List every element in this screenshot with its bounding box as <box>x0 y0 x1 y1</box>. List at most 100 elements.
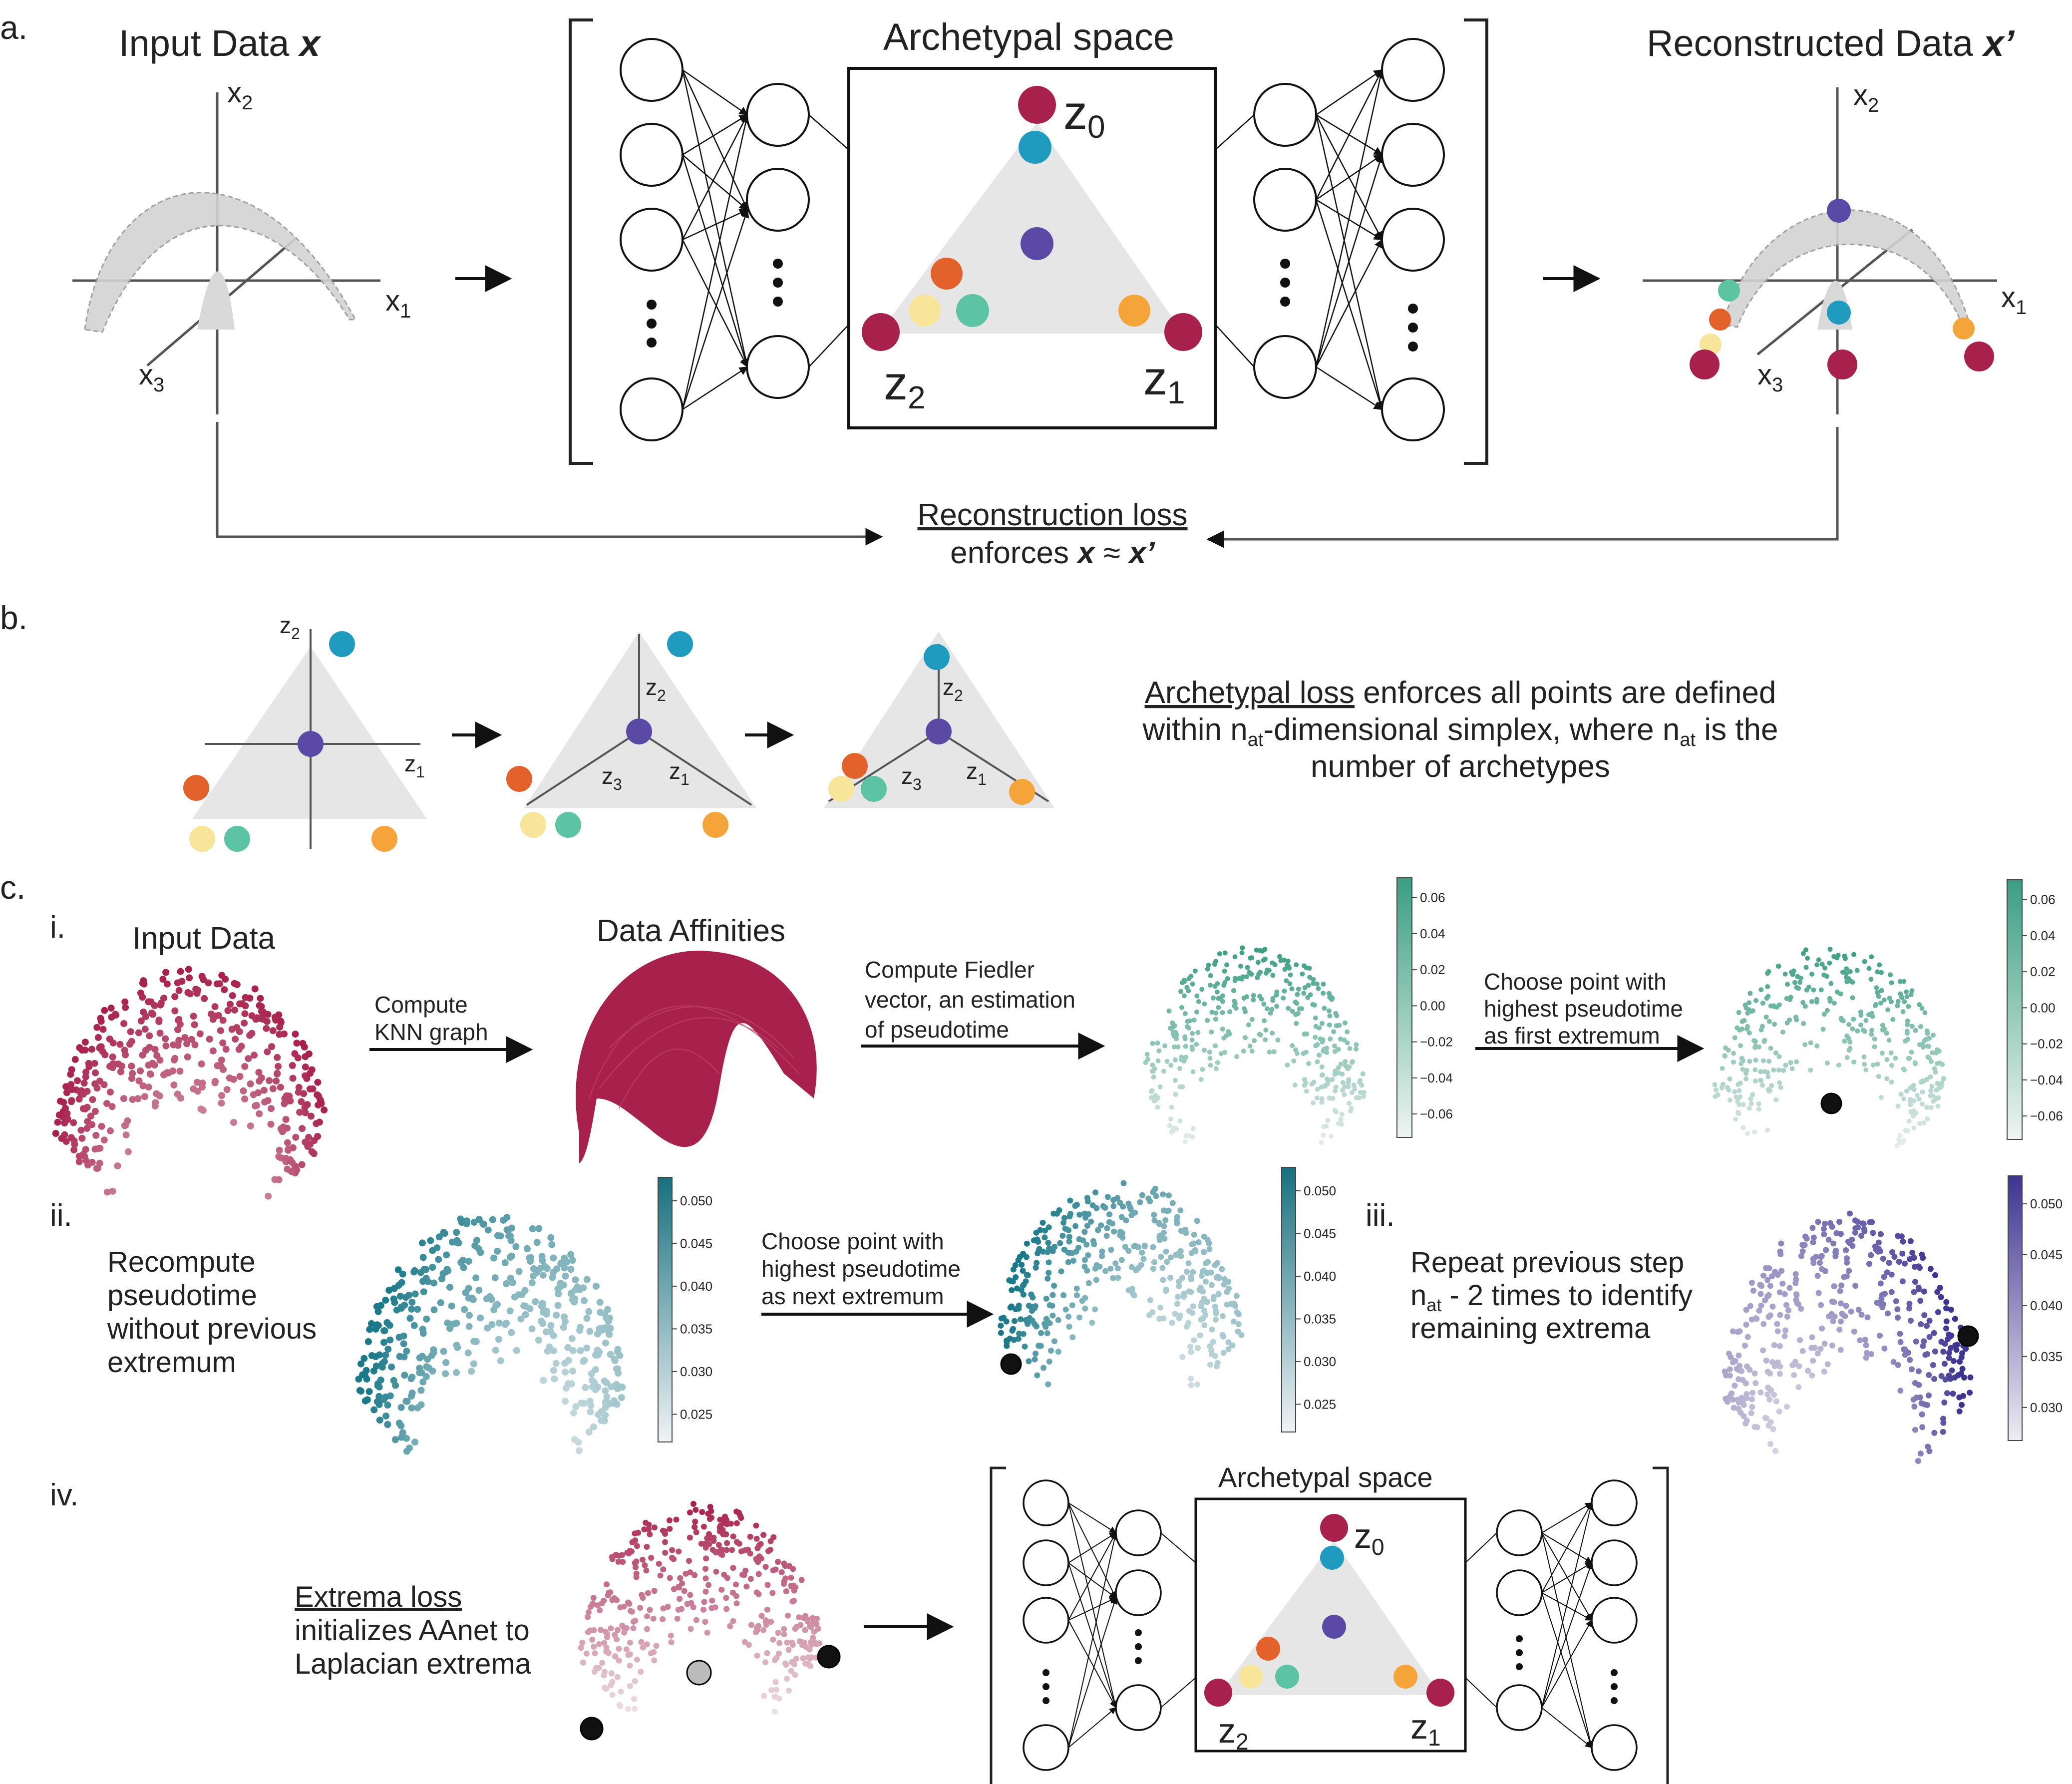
scatter-point <box>1748 1280 1755 1286</box>
scatter-point <box>1188 1289 1194 1295</box>
scatter-point <box>1949 1367 1955 1374</box>
scatter-point <box>614 1674 621 1680</box>
scatter-point <box>1286 1006 1291 1011</box>
scatter-point <box>626 1601 633 1607</box>
scatter-point <box>221 986 228 994</box>
scatter-point <box>1326 1008 1332 1014</box>
scatter-point <box>598 1327 605 1334</box>
scatter-point <box>1776 1409 1782 1415</box>
scatter-point <box>632 1678 638 1685</box>
scatter-point <box>1830 1240 1837 1247</box>
scatter-point <box>1728 1390 1735 1397</box>
scatter-point <box>400 1332 407 1340</box>
colorbar-tick-label: 0.040 <box>1304 1269 1336 1284</box>
scatter-point <box>1901 1096 1907 1102</box>
svg-text:Extrema loss: Extrema loss <box>295 1581 462 1613</box>
scatter-point <box>1032 1321 1037 1327</box>
scatter-point <box>1300 971 1305 977</box>
scatter-point <box>137 1017 145 1025</box>
scatter-point <box>1205 966 1210 972</box>
scatter-point <box>1347 1064 1352 1070</box>
scatter-point <box>1018 1316 1024 1323</box>
scatter-point <box>1768 1046 1773 1051</box>
scatter-point <box>1877 1333 1883 1339</box>
scatter-point <box>561 1398 569 1405</box>
scatter-point <box>1065 1227 1072 1233</box>
scatter-point <box>465 1258 472 1265</box>
scatter-point <box>1752 1039 1758 1044</box>
scatter-point <box>580 1284 587 1292</box>
colorbar-tick-label: 0.050 <box>680 1193 712 1208</box>
scatter-point <box>1908 1318 1914 1324</box>
scatter-point <box>1893 1056 1898 1061</box>
scatter-point <box>1940 1349 1947 1355</box>
scatter-point <box>475 1287 483 1294</box>
scatter-point <box>585 1428 593 1435</box>
scatter-point <box>590 1423 597 1430</box>
scatter-point <box>1919 1411 1925 1418</box>
colorbar-tick-label: −0.04 <box>2030 1072 2063 1087</box>
scatter-point <box>1122 1244 1128 1250</box>
scatter-input-data <box>52 966 328 1200</box>
scatter-point <box>408 1305 415 1313</box>
scatter-point <box>1019 1262 1025 1268</box>
colorbar-tick-label: 0.045 <box>680 1236 712 1251</box>
scatter-point <box>117 1068 124 1075</box>
scatter-point <box>1851 1017 1856 1022</box>
scatter-point <box>653 1643 660 1649</box>
data-affinities-label: Data Affinities <box>597 914 785 948</box>
scatter-point <box>301 1043 308 1051</box>
scatter-point <box>390 1285 398 1292</box>
scatter-point <box>135 1029 142 1037</box>
scatter-point <box>702 1544 709 1551</box>
scatter-point <box>1756 1044 1762 1050</box>
scatter-point <box>1159 1265 1166 1271</box>
point-orange <box>931 258 963 290</box>
scatter-point <box>1135 1265 1142 1271</box>
scatter-point <box>279 1128 286 1135</box>
scatter-point <box>1174 1214 1180 1220</box>
scatter-point <box>1336 1047 1341 1052</box>
scatter-point <box>229 992 236 1000</box>
scatter-point <box>276 1024 284 1031</box>
scatter-point <box>1909 1050 1914 1055</box>
scatter-point <box>1055 1349 1061 1355</box>
scatter-point <box>198 1060 205 1068</box>
encoder-network <box>620 38 849 441</box>
scatter-point <box>1752 1067 1758 1072</box>
scatter-point <box>713 1568 719 1575</box>
scatter-point <box>809 1615 816 1621</box>
scatter-point <box>1163 1286 1169 1293</box>
scatter-point <box>1830 1313 1836 1319</box>
scatter-point <box>1809 972 1814 977</box>
scatter-point <box>1236 976 1242 981</box>
colorbar-tick-label: 0.035 <box>2030 1349 2063 1364</box>
scatter-point <box>185 966 192 973</box>
scatter-point <box>716 1524 723 1530</box>
scatter-point <box>1799 1248 1806 1254</box>
scatter-point <box>715 1542 722 1548</box>
scatter-point <box>259 1016 267 1023</box>
scatter-point <box>550 1332 557 1340</box>
scatter-point <box>1938 1339 1945 1345</box>
scatter-point <box>667 1525 673 1532</box>
scatter-point <box>1912 1279 1918 1285</box>
scatter-point <box>292 1133 300 1141</box>
scatter-point <box>1188 1376 1194 1382</box>
scatter-point <box>1149 1309 1156 1316</box>
scatter-point <box>753 1522 759 1529</box>
scatter-point <box>490 1254 498 1262</box>
scatter-point <box>440 1229 447 1236</box>
scatter-point <box>700 1523 707 1530</box>
scatter-point <box>597 1607 603 1614</box>
scatter-point <box>1736 1111 1741 1116</box>
scatter-point <box>1065 1259 1071 1265</box>
scatter-point <box>141 1093 148 1100</box>
scatter-point <box>442 1370 449 1378</box>
scatter-point <box>159 976 167 983</box>
scatter-point <box>550 1254 557 1262</box>
svg-text:z2: z2 <box>280 612 300 643</box>
scatter-point <box>621 1629 628 1636</box>
scatter-point <box>299 1125 306 1132</box>
scatter-point <box>1261 1002 1267 1007</box>
